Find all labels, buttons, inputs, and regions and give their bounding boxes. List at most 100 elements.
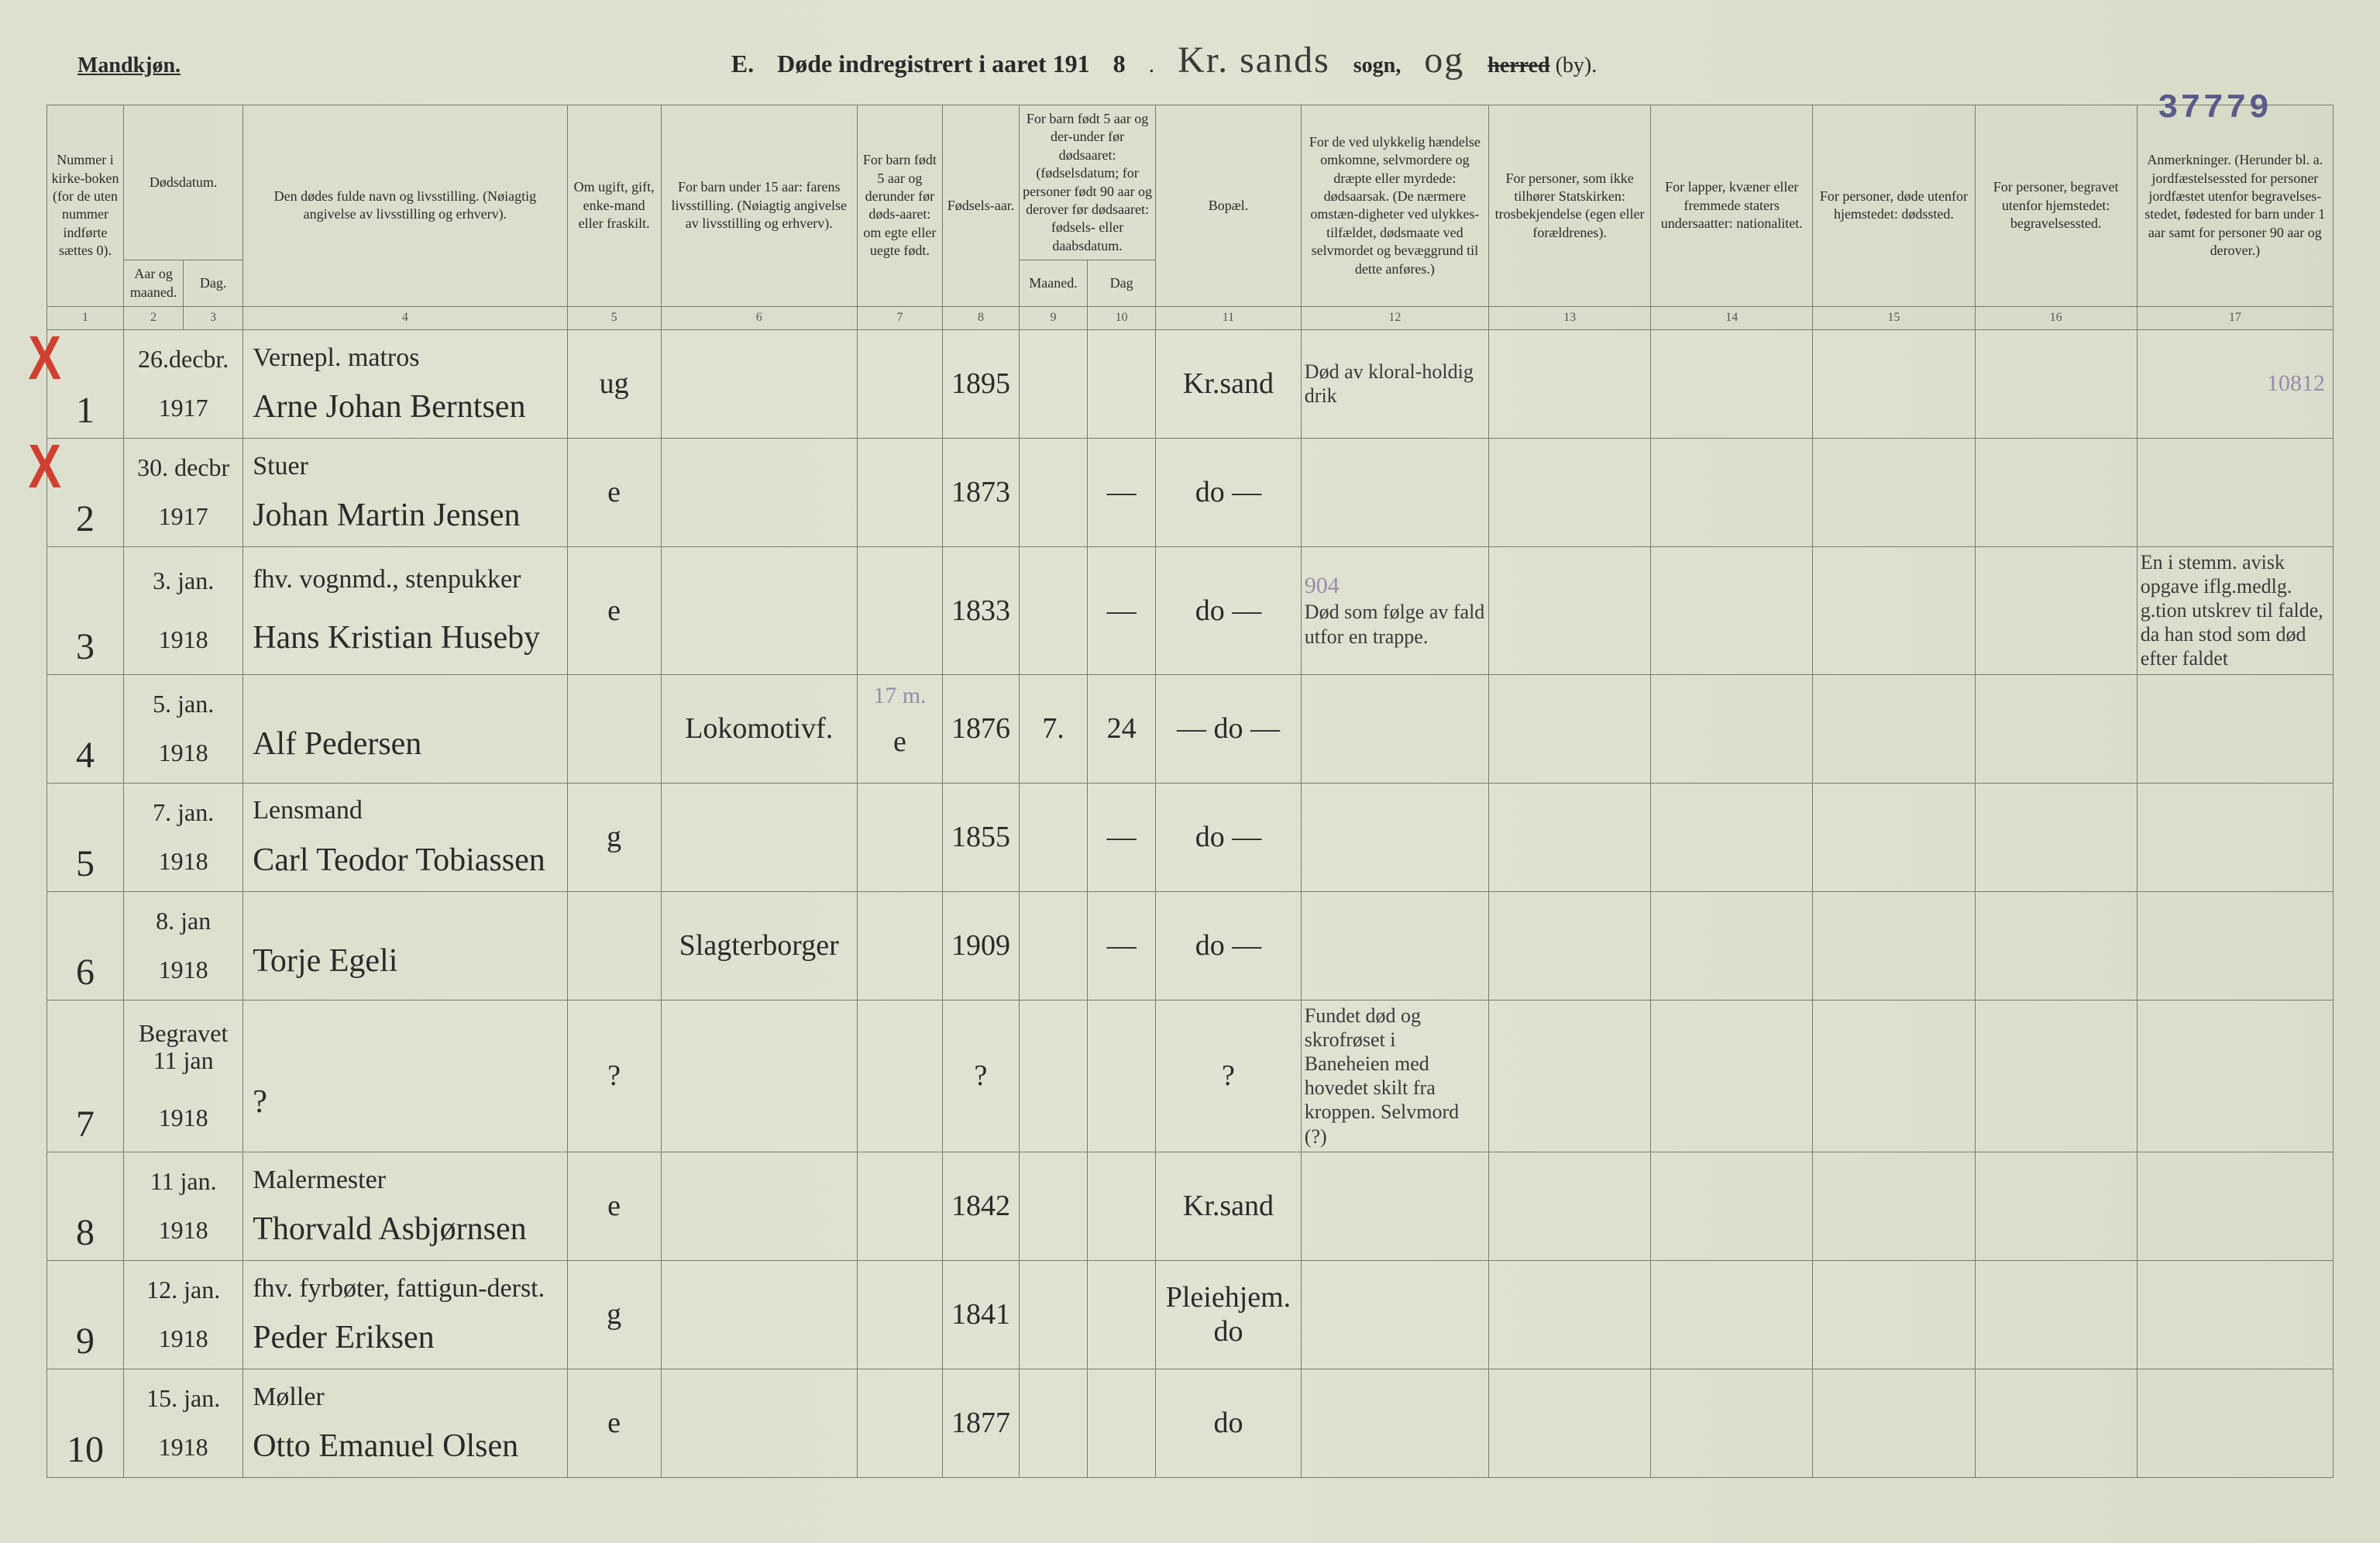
legitimacy-cell xyxy=(857,546,942,674)
colnum: 11 xyxy=(1156,306,1302,329)
ledger-page: Mandkjøn. E. Døde indregistrert i aaret … xyxy=(0,0,2380,1543)
table-row: 45. jan.1918Alf PedersenLokomotivf.17 m.… xyxy=(47,674,2334,783)
remarks-cell xyxy=(2137,891,2333,1000)
col14-cell xyxy=(1651,546,1813,674)
name-cell: Alf Pedersen xyxy=(243,674,567,783)
death-date-cell: 30. decbr1917 xyxy=(124,438,243,546)
death-date-cell: 5. jan. 1918 xyxy=(124,674,243,783)
col13-cell xyxy=(1489,1152,1651,1260)
colnum: 17 xyxy=(2137,306,2333,329)
remarks-cell xyxy=(2137,1369,2333,1477)
name-cell: LensmandCarl Teodor Tobiassen xyxy=(243,783,567,891)
birth-day-cell xyxy=(1088,1152,1156,1260)
col16-cell xyxy=(1975,1000,2137,1152)
death-date-year: 1918 xyxy=(127,1434,239,1461)
father-occupation-cell: Slagterborger xyxy=(661,891,857,1000)
table-row: 7Begravet 11 jan1918????Fundet død og sk… xyxy=(47,1000,2334,1152)
ledger-table: Nummer i kirke-boken (for de uten nummer… xyxy=(46,105,2334,1478)
civil-status-cell: g xyxy=(567,783,661,891)
col15-cell xyxy=(1813,783,1975,891)
colnum: 13 xyxy=(1489,306,1651,329)
legitimacy-cell xyxy=(857,438,942,546)
father-occupation-cell xyxy=(661,438,857,546)
entry-number: 6 xyxy=(47,951,123,994)
civil-status-cell: ? xyxy=(567,1000,661,1152)
year-handwritten-digit: 8 xyxy=(1113,50,1126,78)
birth-month-cell xyxy=(1020,1260,1088,1369)
death-date-year: 1918 xyxy=(127,626,239,653)
table-row: 57. jan.1918LensmandCarl Teodor Tobiasse… xyxy=(47,783,2334,891)
birth-day-cell xyxy=(1088,1260,1156,1369)
birth-month-cell xyxy=(1020,1369,1088,1477)
birth-month-cell xyxy=(1020,783,1088,891)
col-header-5: Om ugift, gift, enke-mand eller fraskilt… xyxy=(567,105,661,307)
table-row: 68. jan1918Torje EgeliSlagterborger1909—… xyxy=(47,891,2334,1000)
entry-number: 2 xyxy=(47,498,123,540)
death-date-cell: 3. jan.1918 xyxy=(124,546,243,674)
table-row: 1015. jan.1918MøllerOtto Emanuel Olsene1… xyxy=(47,1369,2334,1477)
full-name: Thorvald Asbjørnsen xyxy=(253,1211,563,1247)
death-date-year: 1918 xyxy=(127,1104,239,1131)
name-cell: ? xyxy=(243,1000,567,1152)
birth-day-cell: — xyxy=(1088,783,1156,891)
legitimacy-cell xyxy=(857,891,942,1000)
col13-cell xyxy=(1489,546,1651,674)
death-date-day: Begravet 11 jan xyxy=(127,1020,239,1074)
name-cell: StuerJohan Martin Jensen xyxy=(243,438,567,546)
birth-month-cell xyxy=(1020,438,1088,546)
col13-cell xyxy=(1489,329,1651,438)
death-date-year: 1917 xyxy=(127,394,239,422)
father-occupation-cell xyxy=(661,1369,857,1477)
colnum: 7 xyxy=(857,306,942,329)
residence-cell: do — xyxy=(1156,438,1302,546)
cause-cell xyxy=(1301,1260,1488,1369)
colnum: 15 xyxy=(1813,306,1975,329)
cause-cell xyxy=(1301,783,1488,891)
table-row: X230. decbr1917StuerJohan Martin Jensene… xyxy=(47,438,2334,546)
col16-cell xyxy=(1975,438,2137,546)
remarks-cell xyxy=(2137,783,2333,891)
colnum: 3 xyxy=(184,306,243,329)
col-header-13: For personer, som ikke tilhører Statskir… xyxy=(1489,105,1651,307)
death-date-year: 1918 xyxy=(127,848,239,875)
col-header-1: Nummer i kirke-boken (for de uten nummer… xyxy=(47,105,124,307)
entry-number: 5 xyxy=(47,842,123,885)
full-name: Carl Teodor Tobiassen xyxy=(253,842,563,878)
legitimacy-cell xyxy=(857,329,942,438)
col15-cell xyxy=(1813,1369,1975,1477)
col-header-3: Dag. xyxy=(184,260,243,307)
full-name: Peder Eriksen xyxy=(253,1320,563,1355)
col13-cell xyxy=(1489,1000,1651,1152)
col14-cell xyxy=(1651,1152,1813,1260)
death-date-year: 1918 xyxy=(127,739,239,766)
col16-cell xyxy=(1975,891,2137,1000)
title-main: Døde indregistrert i aaret 191 xyxy=(777,50,1089,78)
col15-cell xyxy=(1813,891,1975,1000)
birth-day-cell xyxy=(1088,1369,1156,1477)
col14-cell xyxy=(1651,1260,1813,1369)
entry-number: 1 xyxy=(47,389,123,432)
col-header-15: For personer, døde utenfor hjemstedet: d… xyxy=(1813,105,1975,307)
col14-cell xyxy=(1651,783,1813,891)
cause-cell xyxy=(1301,1369,1488,1477)
birth-year-cell: 1873 xyxy=(942,438,1019,546)
col-header-9-10: For barn født 5 aar og der-under før død… xyxy=(1020,105,1156,260)
column-number-row: 1 2 3 4 5 6 7 8 9 10 11 12 13 14 15 16 1… xyxy=(47,306,2334,329)
entry-number-cell: 7 xyxy=(47,1000,124,1152)
death-date-year: 1918 xyxy=(127,1217,239,1244)
entry-number: 4 xyxy=(47,734,123,777)
death-date-day: 5. jan. xyxy=(127,691,239,718)
full-name: Alf Pedersen xyxy=(253,726,563,762)
colnum: 9 xyxy=(1020,306,1088,329)
entry-number: 3 xyxy=(47,625,123,668)
residence-cell: do — xyxy=(1156,891,1302,1000)
name-cell: MalermesterThorvald Asbjørnsen xyxy=(243,1152,567,1260)
col-header-16: For personer, begravet utenfor hjemstede… xyxy=(1975,105,2137,307)
col14-cell xyxy=(1651,438,1813,546)
birth-year-cell: 1841 xyxy=(942,1260,1019,1369)
father-occupation-cell xyxy=(661,1000,857,1152)
entry-number-cell: 9 xyxy=(47,1260,124,1369)
death-date-day: 8. jan xyxy=(127,908,239,935)
birth-month-cell xyxy=(1020,546,1088,674)
cause-cell: Død av kloral-holdig drik xyxy=(1301,329,1488,438)
